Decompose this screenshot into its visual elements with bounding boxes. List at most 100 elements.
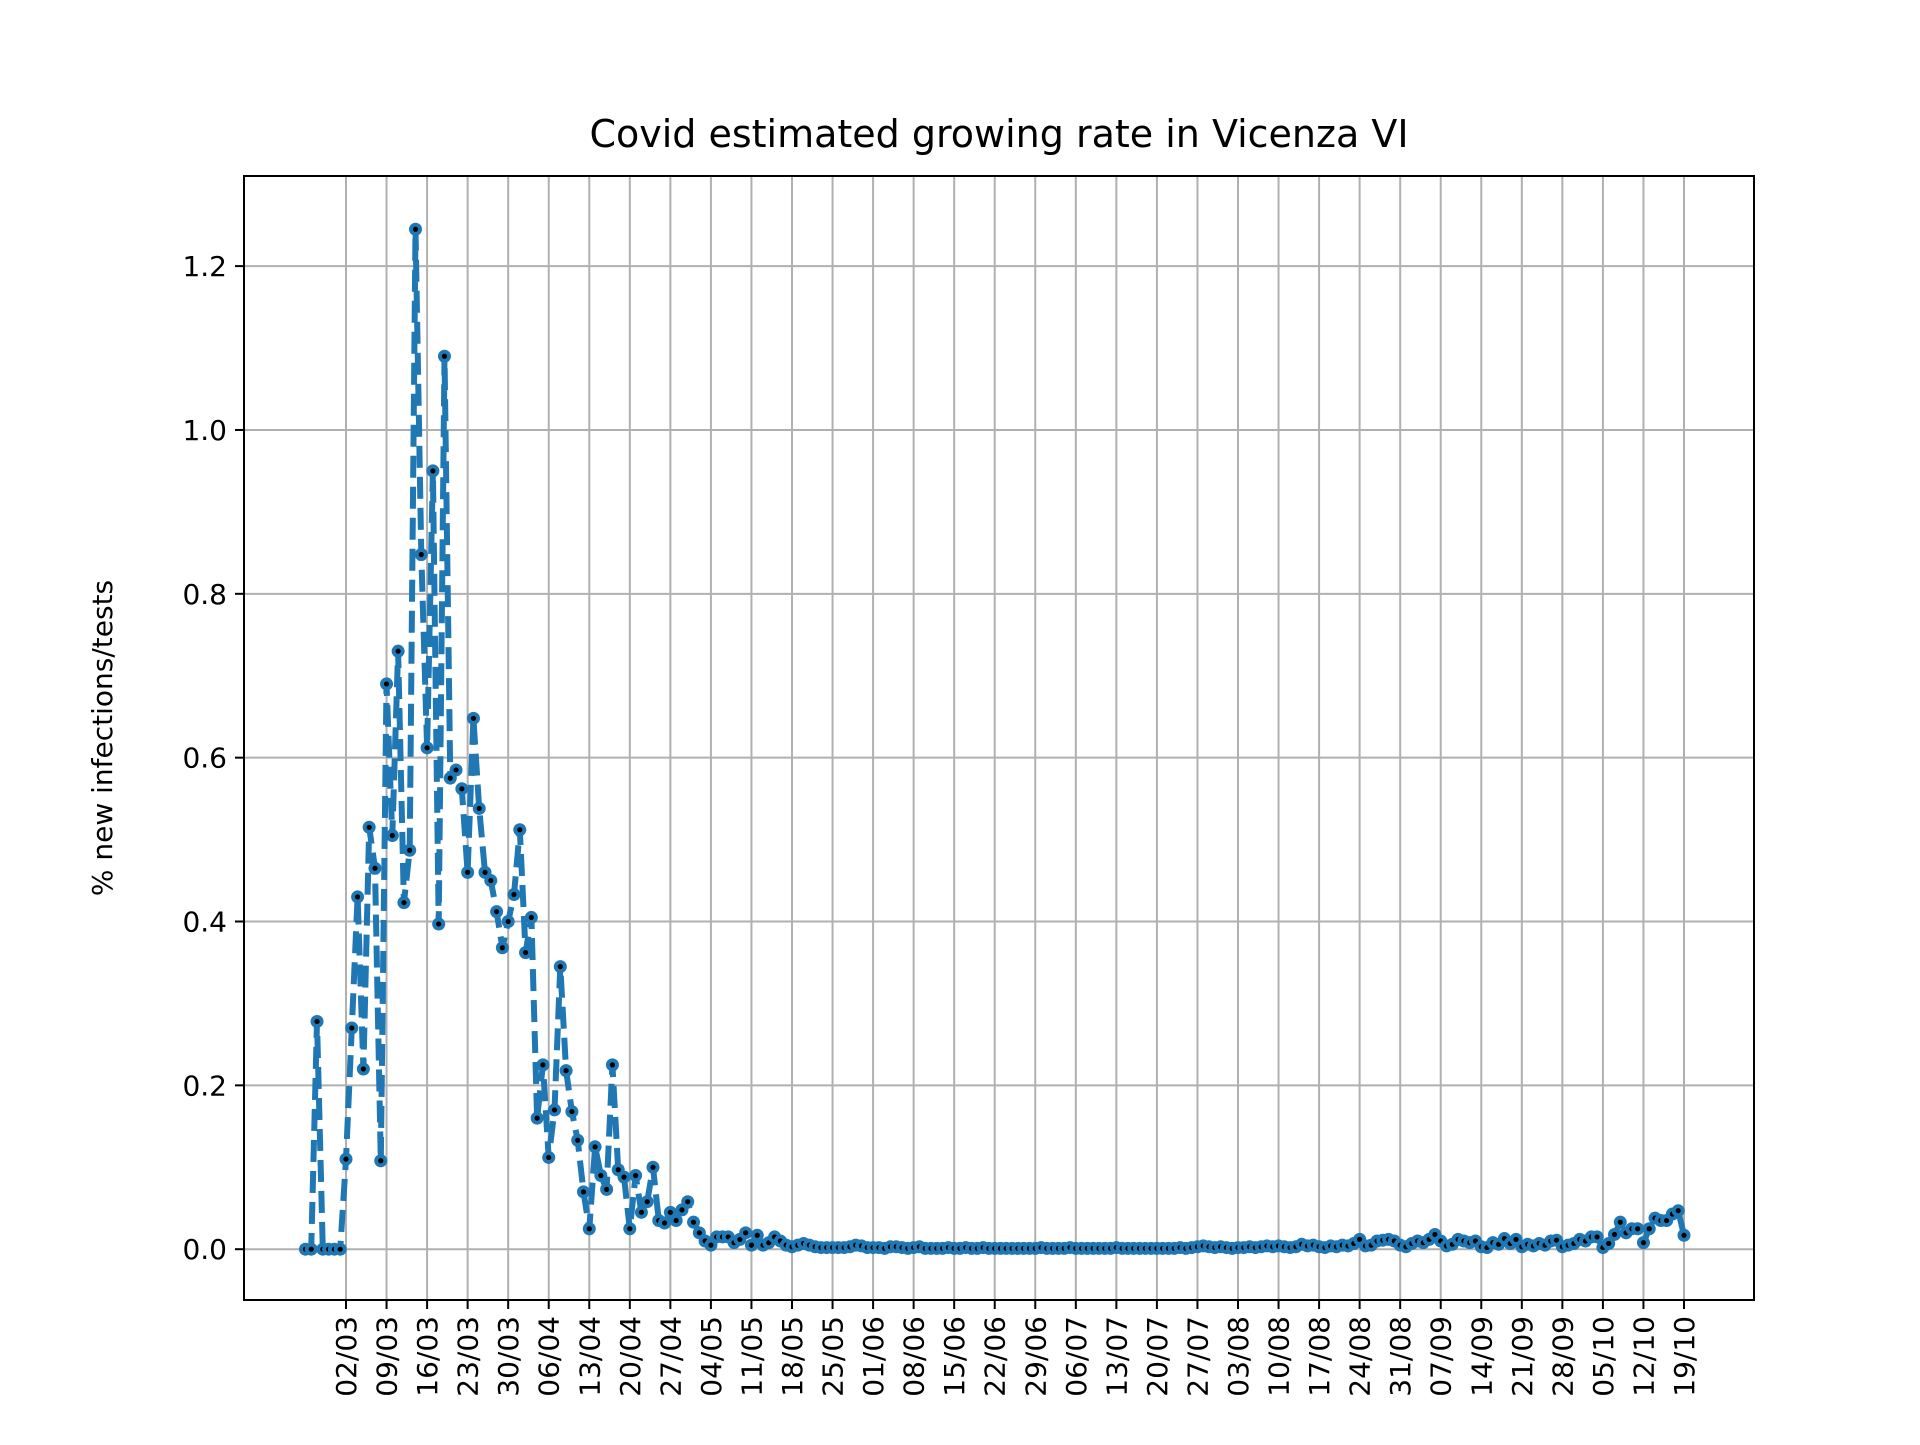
x-tick-label: 11/05 [735, 1316, 768, 1397]
data-point-center [360, 1066, 366, 1072]
data-point-center [1606, 1240, 1612, 1247]
data-point-center [546, 1154, 552, 1161]
data-point-center [395, 648, 401, 654]
data-point-center [1664, 1217, 1670, 1224]
data-point-center [592, 1144, 598, 1150]
data-point-center [685, 1199, 691, 1205]
x-tick-label: 19/10 [1668, 1316, 1701, 1397]
y-tick-label: 0.4 [182, 906, 227, 939]
data-point-center [418, 551, 424, 558]
x-tick-label: 14/09 [1465, 1316, 1498, 1397]
data-point-center [534, 1115, 540, 1121]
data-point-center [557, 963, 563, 970]
y-tick-label: 1.0 [182, 414, 227, 447]
data-point-center [1681, 1232, 1687, 1238]
x-tick-label: 07/09 [1425, 1316, 1458, 1397]
data-point-center [493, 909, 500, 915]
x-axis: 02/03 09/03 16/03 23/03 30/03 06/04 13/04 20/04… [330, 1300, 1701, 1397]
data-point-center [465, 869, 471, 875]
series-layer [298, 222, 1691, 1256]
data-point-center [308, 1246, 314, 1252]
data-point-center [1553, 1237, 1560, 1243]
y-axis: 0.0 0.2 0.4 0.6 0.8 1.0 1.2 [182, 250, 244, 1266]
data-point-center [644, 1199, 650, 1205]
data-point-center [633, 1172, 639, 1179]
x-tick-label: 23/03 [452, 1316, 485, 1397]
data-point-center [1611, 1231, 1618, 1238]
data-point-center [476, 805, 482, 812]
data-point-center [505, 918, 511, 925]
data-point-center [511, 891, 517, 898]
x-tick-label: 18/05 [776, 1316, 809, 1397]
data-point-center [754, 1232, 760, 1238]
x-tick-label: 25/05 [817, 1316, 850, 1397]
data-point-center [1432, 1231, 1438, 1238]
data-point-center [470, 715, 477, 721]
x-tick-label: 05/10 [1587, 1316, 1620, 1397]
x-tick-label: 30/03 [492, 1316, 525, 1397]
data-point-center [522, 950, 529, 956]
x-tick-label: 08/06 [898, 1316, 931, 1397]
data-point-center [696, 1230, 702, 1236]
data-point-center [615, 1167, 621, 1173]
x-tick-label: 04/05 [695, 1316, 728, 1397]
y-tick-label: 0.2 [182, 1069, 227, 1102]
data-point-center [517, 827, 523, 833]
data-point-center [430, 468, 436, 474]
data-point-center [748, 1242, 755, 1248]
data-point-center [540, 1062, 546, 1068]
data-point-center [528, 914, 534, 921]
data-point-center [1646, 1226, 1652, 1232]
data-point-center [482, 869, 488, 875]
data-point-center [1513, 1236, 1519, 1242]
data-point-center [569, 1108, 575, 1115]
data-point-center [1635, 1226, 1641, 1232]
data-point-center [412, 226, 419, 232]
data-point-center [598, 1172, 604, 1179]
x-tick-label: 31/08 [1384, 1316, 1417, 1397]
x-tick-label: 03/08 [1222, 1316, 1255, 1397]
x-tick-label: 02/03 [330, 1316, 363, 1397]
data-point-center [551, 1107, 558, 1113]
data-point-center [1594, 1234, 1600, 1240]
data-point-center [441, 353, 448, 359]
data-point-center [638, 1209, 645, 1215]
data-point-center [453, 767, 459, 773]
x-tick-label: 22/06 [979, 1316, 1012, 1397]
data-point-center [673, 1217, 679, 1224]
data-point-center [604, 1186, 610, 1193]
data-point-center [488, 877, 494, 884]
data-point-center [343, 1156, 349, 1162]
x-tick-label: 06/04 [533, 1316, 566, 1397]
data-point-center [1675, 1208, 1681, 1214]
data-point-center [743, 1230, 749, 1236]
x-tick-label: 16/03 [411, 1316, 444, 1397]
x-tick-label: 24/08 [1344, 1316, 1377, 1397]
x-tick-label: 15/06 [938, 1316, 971, 1397]
chart-title: Covid estimated growing rate in Vicenza … [589, 112, 1408, 156]
x-tick-label: 20/04 [614, 1316, 647, 1397]
x-tick-label: 20/07 [1141, 1316, 1174, 1397]
data-point-center [661, 1220, 668, 1226]
data-point-center [401, 900, 407, 906]
x-tick-label: 06/07 [1060, 1316, 1093, 1397]
data-point-center [383, 681, 390, 687]
data-point-center [424, 745, 430, 751]
x-tick-label: 27/07 [1181, 1316, 1214, 1397]
data-point-center [1617, 1219, 1623, 1225]
data-point-center [1357, 1236, 1363, 1242]
y-tick-label: 0.0 [182, 1233, 227, 1266]
x-tick-label: 09/03 [371, 1316, 404, 1397]
data-point-center [436, 921, 442, 927]
x-tick-label: 01/06 [857, 1316, 890, 1397]
data-point-center [372, 865, 378, 871]
data-point-center [667, 1209, 673, 1215]
data-point-center [459, 786, 465, 792]
data-point-center [621, 1174, 627, 1180]
data-point-center [354, 894, 361, 900]
data-point-center [563, 1068, 569, 1074]
data-point-center [650, 1164, 656, 1170]
data-point-center [580, 1189, 587, 1195]
